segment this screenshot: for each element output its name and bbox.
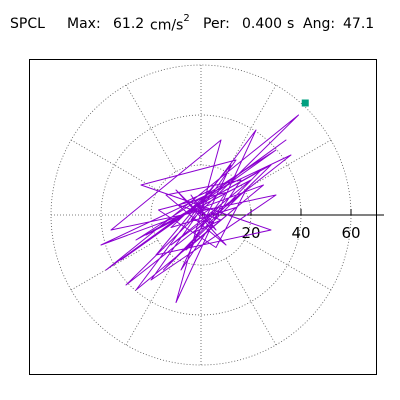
tick-label-20: 20 xyxy=(241,224,260,242)
plot-frame xyxy=(29,59,377,375)
max-unit-text: cm/s xyxy=(150,17,184,34)
period-unit: s xyxy=(287,16,295,32)
peak-marker xyxy=(301,99,309,107)
station-code: SPCL xyxy=(10,16,45,32)
max-label: Max: xyxy=(67,16,101,32)
tick-labels: 20 40 60 xyxy=(241,224,360,242)
tick-label-40: 40 xyxy=(291,224,310,242)
particle-trace xyxy=(100,114,299,303)
angle-value: 47.1 xyxy=(343,16,375,32)
peak-marker-group xyxy=(301,99,309,107)
period-value: 0.400 xyxy=(242,16,283,32)
axes xyxy=(201,209,384,216)
grid-spoke-240 xyxy=(125,258,177,346)
max-unit-exponent: 2 xyxy=(183,13,190,24)
period-label: Per: xyxy=(203,16,230,32)
max-value: 61.2 xyxy=(113,16,145,32)
trace-path xyxy=(100,114,299,303)
grid-spoke-120 xyxy=(125,84,177,172)
max-unit: cm/s2 xyxy=(150,13,190,34)
grid-spoke-300 xyxy=(225,258,277,346)
angle-label: Ang: xyxy=(303,16,336,32)
grid-spoke-330 xyxy=(244,239,332,291)
grid-spoke-150 xyxy=(70,139,158,191)
tick-label-60: 60 xyxy=(341,224,360,242)
grid-spoke-30 xyxy=(244,139,332,191)
